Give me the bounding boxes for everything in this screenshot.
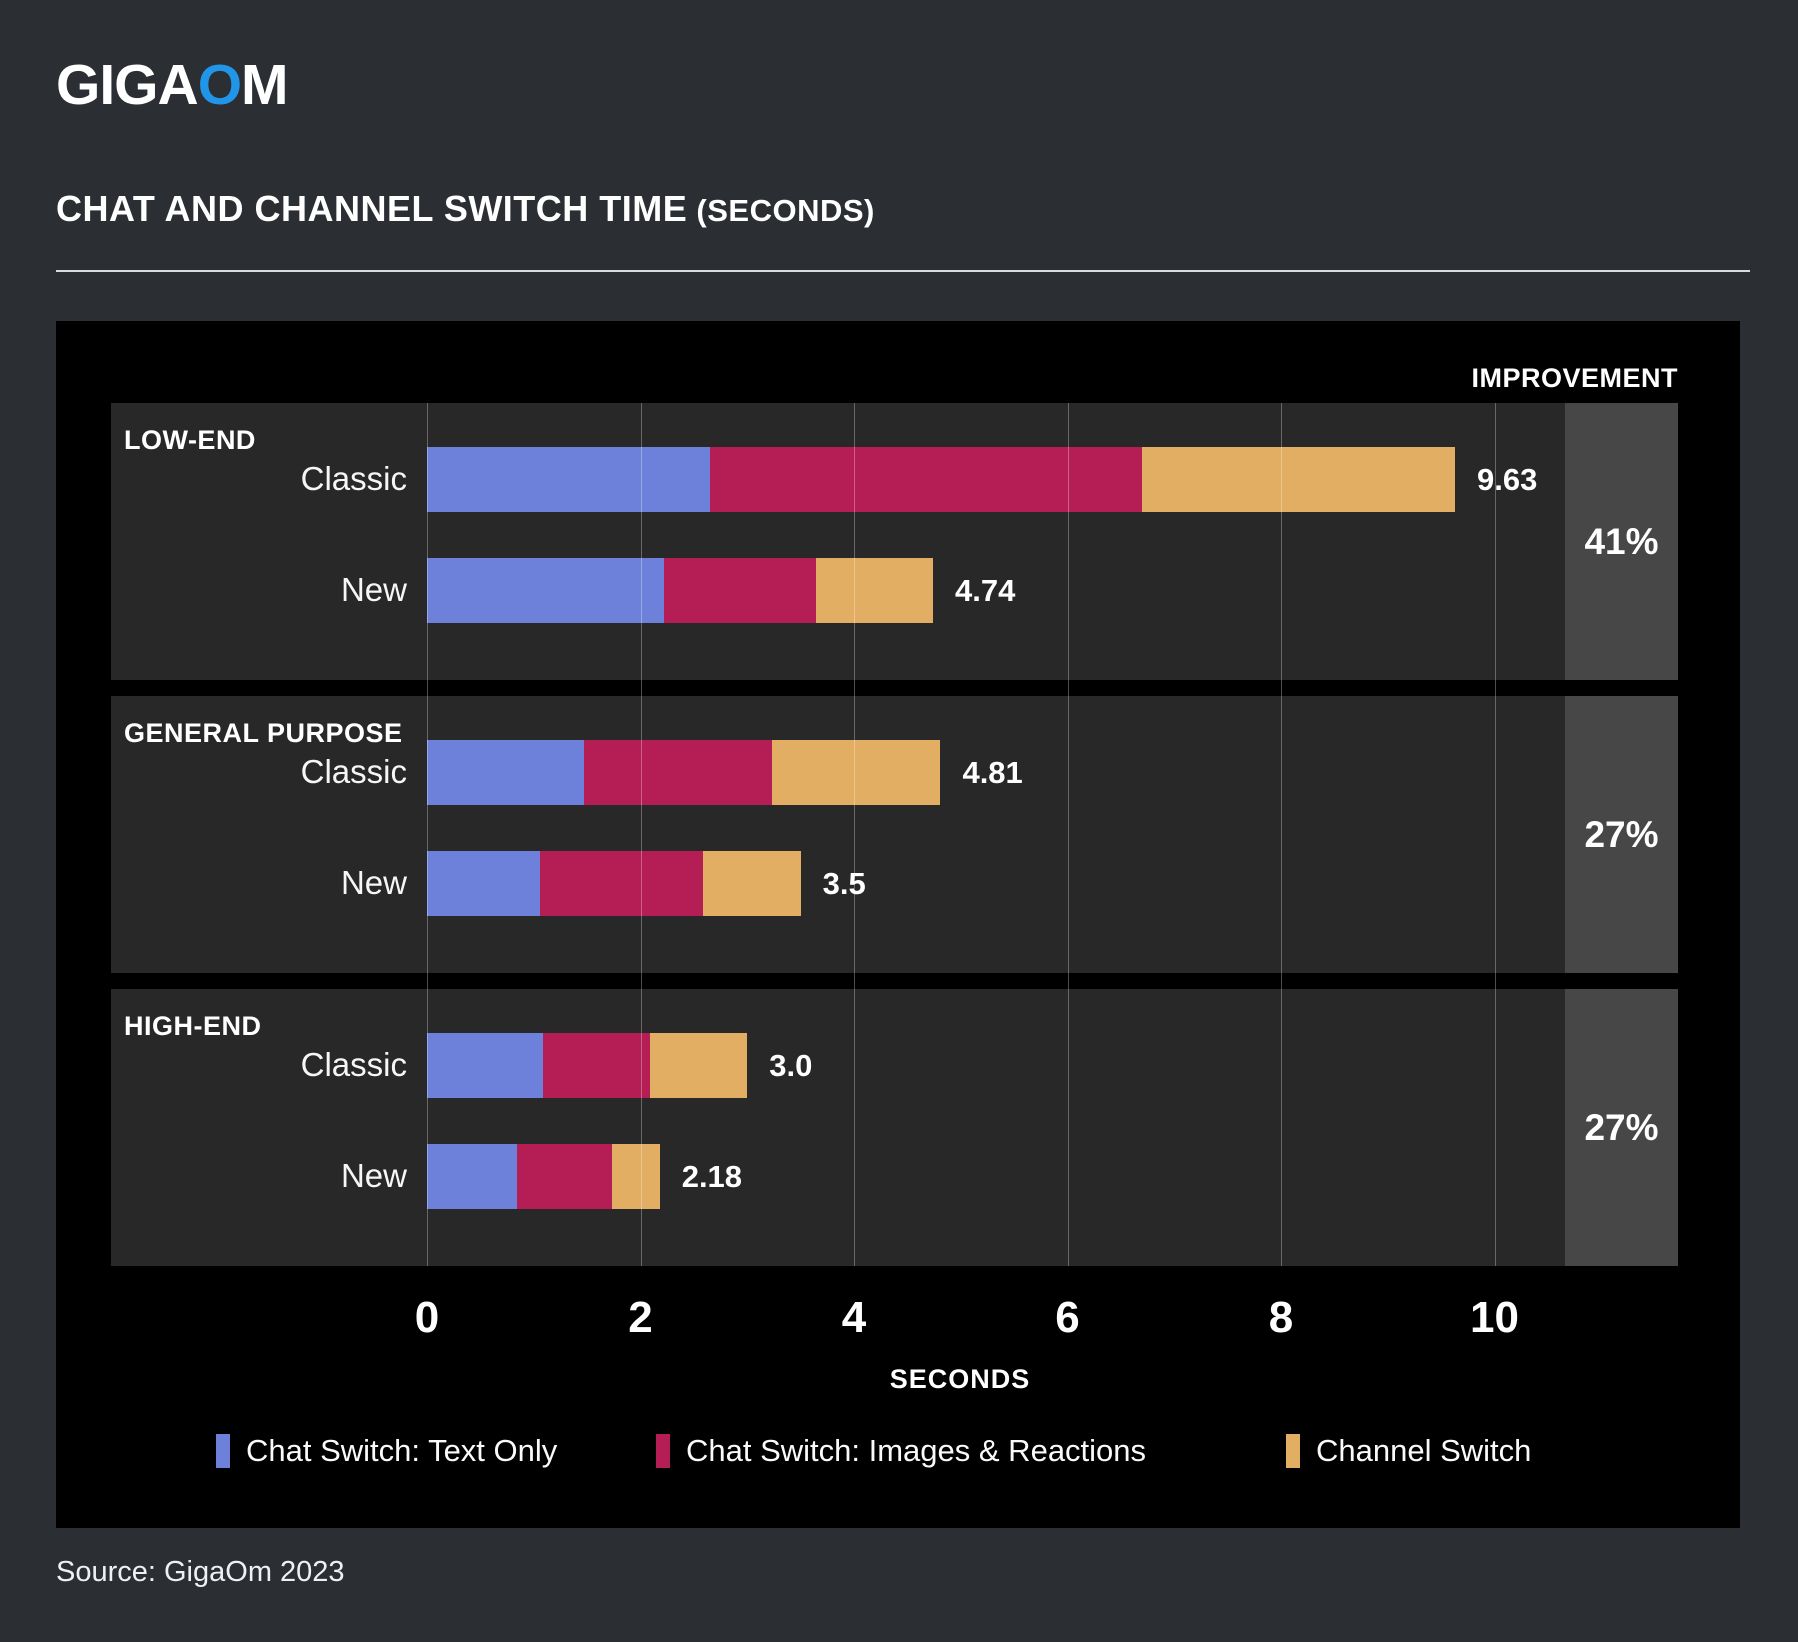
bar-segment-chat-switch-text-only xyxy=(427,447,710,512)
x-tick-10: 10 xyxy=(1470,1293,1519,1342)
page-title: CHAT AND CHANNEL SWITCH TIME (SECONDS) xyxy=(56,188,875,230)
stacked-bar-classic xyxy=(427,447,1455,512)
bar-segment-channel-switch xyxy=(771,740,941,805)
x-tick-6: 6 xyxy=(1055,1293,1080,1342)
logo-letter-o: O xyxy=(197,53,242,117)
bar-label-new: New xyxy=(340,571,407,608)
gridline-4 xyxy=(854,403,855,1266)
legend-swatch-icon xyxy=(656,1434,670,1468)
legend-item-chat-switch-images-reactions: Chat Switch: Images & Reactions xyxy=(656,1433,1146,1469)
bar-value-label: 3.0 xyxy=(769,1048,813,1083)
improvement-value: 27% xyxy=(1584,1106,1659,1148)
bar-segment-chat-switch-images-reactions xyxy=(516,1144,612,1209)
bar-label-new: New xyxy=(340,864,407,901)
bar-segment-chat-switch-images-reactions xyxy=(663,558,816,623)
stacked-bar-new xyxy=(427,558,933,623)
bar-label-classic: Classic xyxy=(300,1046,407,1083)
group-panel-general-purpose: GENERAL PURPOSE 27% Classic 4.81 New 3.5 xyxy=(111,696,1678,973)
page-title-main: CHAT AND CHANNEL SWITCH TIME xyxy=(56,188,688,229)
legend-swatch-icon xyxy=(1286,1434,1300,1468)
stacked-bar-new xyxy=(427,851,801,916)
x-tick-0: 0 xyxy=(414,1293,440,1342)
bar-segment-chat-switch-text-only xyxy=(427,558,664,623)
bar-segment-channel-switch xyxy=(815,558,933,623)
gridline-6 xyxy=(1067,403,1069,1266)
bar-segment-chat-switch-text-only xyxy=(427,1144,517,1209)
x-axis-title: SECONDS xyxy=(889,1364,1031,1394)
logo-text-giga: GIGA xyxy=(56,53,199,117)
improvement-value: 41% xyxy=(1584,520,1659,562)
legend: Chat Switch: Text Only Chat Switch: Image… xyxy=(56,1433,1740,1473)
group-label: GENERAL PURPOSE xyxy=(124,718,403,748)
bar-segment-channel-switch xyxy=(703,851,801,916)
gridline-2 xyxy=(640,403,642,1266)
bar-segment-chat-switch-images-reactions xyxy=(583,740,772,805)
x-tick-4: 4 xyxy=(841,1293,867,1342)
gridline-10 xyxy=(1494,403,1496,1266)
bar-segment-chat-switch-images-reactions xyxy=(540,851,704,916)
group-label: HIGH-END xyxy=(124,1011,262,1041)
improvement-band: 41% xyxy=(1565,403,1678,680)
bar-segment-chat-switch-images-reactions xyxy=(709,447,1143,512)
bar-segment-chat-switch-text-only xyxy=(427,1033,544,1098)
legend-item-chat-switch-text-only: Chat Switch: Text Only xyxy=(216,1433,557,1469)
chart-area: IMPROVEMENT LOW-END 41% Classic 9.63 New 4.74… xyxy=(56,321,1740,1528)
improvement-value: 27% xyxy=(1584,813,1659,855)
logo-text-m: M xyxy=(241,53,288,117)
legend-swatch-icon xyxy=(216,1434,230,1468)
bar-label-classic: Classic xyxy=(300,460,407,497)
bar-segment-channel-switch xyxy=(611,1144,660,1209)
x-tick-2: 2 xyxy=(628,1293,653,1342)
legend-item-channel-switch: Channel Switch xyxy=(1286,1433,1531,1469)
improvement-band: 27% xyxy=(1565,696,1678,973)
improvement-column-header: IMPROVEMENT xyxy=(1471,363,1678,393)
legend-label: Chat Switch: Text Only xyxy=(246,1433,558,1468)
stacked-bar-classic xyxy=(427,740,941,805)
bar-value-label: 4.74 xyxy=(954,573,1016,608)
divider-line xyxy=(56,270,1750,272)
page-title-units: (SECONDS) xyxy=(687,193,875,228)
bar-value-label: 4.81 xyxy=(962,755,1023,790)
group-panel-low-end: LOW-END 41% Classic 9.63 New 4.74 xyxy=(111,403,1678,680)
bar-value-label: 3.5 xyxy=(822,866,866,901)
gridline-8 xyxy=(1281,403,1282,1266)
bar-label-new: New xyxy=(340,1157,407,1194)
stacked-bar-classic xyxy=(427,1033,748,1098)
gridline-0 xyxy=(427,403,428,1266)
bar-value-label: 2.18 xyxy=(681,1159,743,1194)
bar-label-classic: Classic xyxy=(300,753,407,790)
gigaom-logo: GIGAOM xyxy=(56,52,289,118)
legend-label: Channel Switch xyxy=(1316,1433,1532,1468)
bar-segment-chat-switch-images-reactions xyxy=(543,1033,651,1098)
legend-label: Chat Switch: Images & Reactions xyxy=(686,1433,1147,1468)
stacked-bar-new xyxy=(427,1144,660,1209)
bar-segment-chat-switch-text-only xyxy=(427,740,584,805)
improvement-band: 27% xyxy=(1565,989,1678,1266)
bar-segment-channel-switch xyxy=(1142,447,1455,512)
x-tick-8: 8 xyxy=(1268,1293,1294,1342)
bar-segment-channel-switch xyxy=(650,1033,748,1098)
bar-value-label: 9.63 xyxy=(1477,462,1538,497)
group-label: LOW-END xyxy=(124,425,256,455)
group-panel-high-end: HIGH-END 27% Classic 3.0 New 2.18 xyxy=(111,989,1678,1266)
bar-segment-chat-switch-text-only xyxy=(427,851,541,916)
source-note: Source: GigaOm 2023 xyxy=(56,1556,345,1588)
